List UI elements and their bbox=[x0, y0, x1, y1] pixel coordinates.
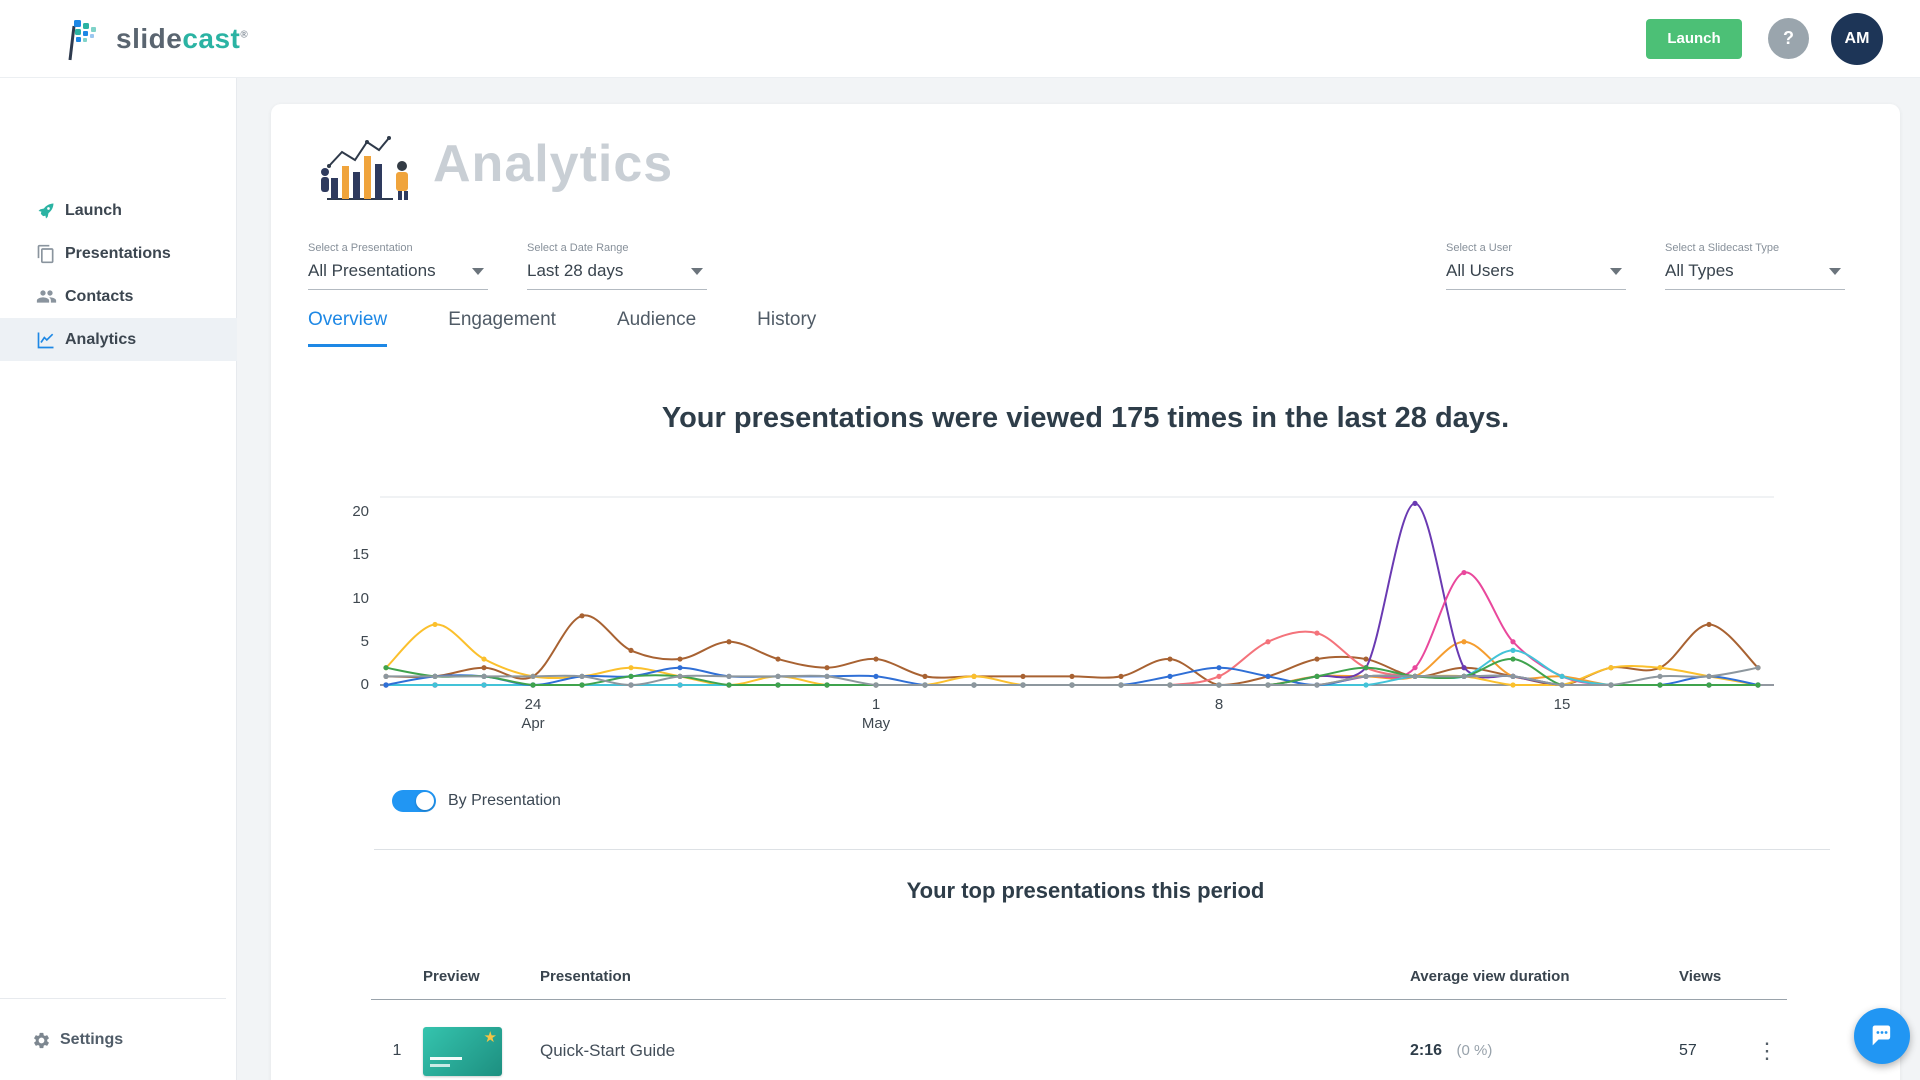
analytics-illustration bbox=[321, 136, 408, 200]
avatar-initials: AM bbox=[1844, 29, 1870, 47]
copy-icon bbox=[35, 243, 57, 265]
page-title: Analytics bbox=[433, 135, 674, 193]
average-view-duration: 2:16 (0 %) bbox=[1410, 1042, 1663, 1060]
x-tick-label: 24 Apr bbox=[521, 696, 545, 732]
filter-value: All Presentations bbox=[308, 261, 436, 280]
filter-label: Select a User bbox=[1446, 242, 1513, 254]
date-range-filter-dropdown[interactable]: Select a Date Range Last 28 days bbox=[527, 242, 707, 290]
top-presentations-title: Your top presentations this period bbox=[906, 878, 1265, 903]
brand-slide: slide bbox=[116, 22, 183, 54]
presentation-title[interactable]: Quick-Start Guide bbox=[540, 1041, 676, 1060]
y-tick-label: 15 bbox=[352, 546, 369, 564]
toggle-knob bbox=[416, 792, 434, 810]
filter-label: Select a Date Range bbox=[527, 242, 629, 254]
by-presentation-toggle-row: By Presentation bbox=[392, 790, 561, 812]
brand-logo[interactable]: slidecast® bbox=[60, 16, 248, 62]
presentation-column-header: Presentation bbox=[540, 968, 631, 985]
brand-cast: cast bbox=[182, 22, 241, 54]
rank-column-header bbox=[371, 968, 423, 985]
tab-audience[interactable]: Audience bbox=[616, 309, 697, 330]
filter-value: All Types bbox=[1665, 261, 1734, 280]
settings-label: Settings bbox=[60, 1031, 124, 1048]
sidebar-item-label: Analytics bbox=[65, 330, 137, 348]
user-filter-dropdown[interactable]: Select a User All Users bbox=[1446, 242, 1626, 290]
views-line-chart: 0 5 10 15 20 24 Apr 1 May 8 15 bbox=[271, 484, 1900, 744]
views-column-header: Views bbox=[1679, 968, 1722, 985]
filter-value: Last 28 days bbox=[527, 261, 624, 280]
y-tick-label: 5 bbox=[360, 632, 369, 650]
analytics-tabs: Overview Engagement Audience History bbox=[308, 309, 816, 347]
chart-y-axis: 0 5 10 15 20 bbox=[311, 484, 369, 704]
chart-icon bbox=[35, 329, 57, 351]
sidebar: Launch Presentations Contacts Analytics … bbox=[0, 78, 237, 1080]
y-tick-label: 0 bbox=[360, 676, 369, 693]
rocket-icon bbox=[35, 200, 57, 222]
chevron-down-icon bbox=[691, 267, 703, 275]
sidebar-item-contacts[interactable]: Contacts bbox=[0, 275, 237, 318]
star-icon: ★ bbox=[483, 1028, 497, 1046]
x-tick-label: 1 May bbox=[861, 696, 891, 732]
gear-icon bbox=[30, 1029, 52, 1051]
sidebar-item-label: Contacts bbox=[65, 287, 134, 305]
chevron-down-icon bbox=[472, 267, 484, 275]
topbar-actions: Launch ? AM bbox=[1646, 12, 1883, 65]
sidebar-item-settings[interactable]: Settings bbox=[0, 1018, 237, 1062]
row-rank: 1 bbox=[392, 1042, 402, 1059]
chart-canvas bbox=[380, 496, 1774, 688]
tab-history[interactable]: History bbox=[757, 309, 817, 330]
top-bar: slidecast® Launch ? AM bbox=[0, 0, 1920, 78]
sidebar-item-presentations[interactable]: Presentations bbox=[0, 232, 237, 275]
duration-value: 2:16 bbox=[1410, 1042, 1443, 1059]
help-button[interactable]: ? bbox=[1768, 18, 1809, 59]
toggle-label: By Presentation bbox=[448, 792, 561, 809]
presentation-filter-dropdown[interactable]: Select a Presentation All Presentations bbox=[308, 242, 488, 290]
chat-fab-button[interactable] bbox=[1854, 1008, 1910, 1064]
preview-column-header: Preview bbox=[423, 968, 480, 985]
chart-headline: Your presentations were viewed 175 times… bbox=[661, 402, 1510, 434]
analytics-card: Analytics Select a Presentation All Pres… bbox=[271, 104, 1900, 1080]
sidebar-divider bbox=[0, 998, 226, 999]
brand-registered-mark: ® bbox=[240, 29, 249, 41]
table-row[interactable]: 1 ★ Quick-Start Guide 2:16 (0 %) 57 ⋮ bbox=[371, 1002, 1787, 1080]
views-value: 57 bbox=[1679, 1042, 1697, 1059]
chevron-down-icon bbox=[1610, 267, 1622, 275]
thumbnail-text-line bbox=[430, 1063, 450, 1067]
sidebar-item-label: Presentations bbox=[65, 244, 171, 262]
chat-bubble-icon bbox=[1872, 1025, 1891, 1046]
section-divider bbox=[374, 849, 1830, 850]
x-tick-label: 8 bbox=[1214, 696, 1224, 713]
slidecast-logo-icon bbox=[68, 19, 96, 60]
x-tick-label: 15 bbox=[1553, 696, 1571, 713]
y-tick-label: 20 bbox=[352, 503, 369, 520]
sidebar-item-analytics[interactable]: Analytics bbox=[0, 318, 237, 361]
filter-label: Select a Presentation bbox=[308, 242, 413, 254]
chart-x-axis: 24 Apr 1 May 8 15 bbox=[376, 695, 1796, 739]
table-header: Preview Presentation Average view durati… bbox=[371, 968, 1787, 1000]
thumbnail-text-line bbox=[430, 1056, 462, 1060]
avatar[interactable]: AM bbox=[1831, 12, 1883, 65]
row-kebab-menu[interactable]: ⋮ bbox=[1756, 1038, 1778, 1063]
filter-value: All Users bbox=[1446, 261, 1515, 280]
filter-label: Select a Slidecast Type bbox=[1665, 242, 1780, 254]
sidebar-item-launch[interactable]: Launch bbox=[0, 189, 237, 232]
duration-column-header: Average view duration bbox=[1410, 968, 1570, 985]
tab-engagement[interactable]: Engagement bbox=[448, 309, 556, 330]
sidebar-item-label: Launch bbox=[65, 201, 122, 219]
people-icon bbox=[35, 286, 57, 308]
duration-delta: (0 %) bbox=[1456, 1042, 1493, 1059]
slidecast-type-filter-dropdown[interactable]: Select a Slidecast Type All Types bbox=[1665, 242, 1845, 290]
main-content: Analytics Select a Presentation All Pres… bbox=[237, 78, 1920, 1080]
chevron-down-icon bbox=[1829, 267, 1841, 275]
actions-column-header bbox=[1747, 968, 1787, 985]
tab-overview[interactable]: Overview bbox=[308, 309, 388, 347]
by-presentation-toggle[interactable] bbox=[392, 790, 436, 812]
brand-wordmark: slidecast® bbox=[116, 23, 248, 55]
presentation-thumbnail[interactable]: ★ bbox=[423, 1026, 502, 1076]
question-mark-icon: ? bbox=[1783, 28, 1794, 48]
launch-button[interactable]: Launch bbox=[1646, 18, 1742, 59]
y-tick-label: 10 bbox=[352, 589, 369, 607]
